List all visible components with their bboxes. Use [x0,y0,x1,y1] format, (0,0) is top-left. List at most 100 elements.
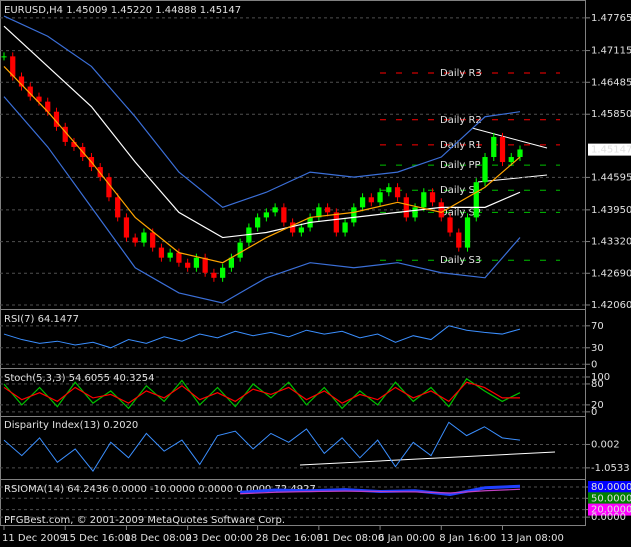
candle-body [106,177,112,198]
candle-body [237,242,243,258]
x-tick-label: 8 Jan 16:00 [439,533,496,544]
footer: PFGBest.com, © 2001-2009 MetaQuotes Soft… [4,515,285,526]
candle-body [53,111,60,127]
y-tick-label: 80.0000 [591,482,631,493]
panel-title: EURUSD,H4 1.45009 1.45220 1.44888 1.4514… [4,5,241,16]
candle-body [36,96,42,102]
candle-body [342,222,348,233]
candle-body [368,197,374,203]
candle-body [456,232,462,248]
y-tick-label: 20.0000 [591,505,631,516]
candle-body [281,207,287,223]
candle-body [412,207,418,218]
candle-body [324,207,331,213]
candle-body [386,187,392,193]
indicator-line [3,96,521,304]
trend-line [299,451,556,466]
candle-body [464,217,471,248]
pivot-label: Daily S2 [440,207,481,218]
candle-body [176,252,182,263]
candle-body [45,101,51,112]
y-tick-label: 0.002 [591,439,620,450]
y-tick-label: 1.47765 [591,13,631,24]
candle-body [185,262,191,268]
indicator-line [3,66,521,264]
y-tick-label: 1.43320 [591,237,631,248]
panel-title: Stoch(5,3,3) 54.6055 40.3254 [4,373,155,384]
candle-body [220,267,226,278]
y-tick-label: 70 [591,321,604,332]
indicator-line [3,377,521,410]
candle-body [141,232,147,243]
y-tick-label: 0 [591,407,597,418]
candle-body [473,182,479,218]
candle-body [228,257,235,268]
pivot-label: Daily R3 [440,68,482,79]
candle-body [421,192,427,208]
candle-body [255,217,261,228]
pivot-label: Daily S1 [440,185,481,196]
tick-box [588,492,631,505]
tick-box [588,481,631,494]
y-tick-label: -1.0533 [591,463,630,474]
y-tick-label: 30 [591,343,604,354]
y-tick-label: 1.44595 [591,172,631,183]
indicator-line [3,325,521,349]
candle-body [351,207,357,223]
indicator-line [240,488,521,495]
x-tick-label: 28 Dec 16:00 [256,533,323,544]
y-tick-label: 1.42690 [591,268,631,279]
candle-body [150,232,156,248]
candle-body [403,197,409,218]
candle-body [438,202,444,218]
frame [0,0,586,526]
candle-body [132,237,138,243]
pivot-label: Daily R2 [440,115,482,126]
candle-body [429,192,436,203]
pivot-label: Daily S3 [440,255,481,266]
candle-body [10,56,16,77]
x-tick-label: 31 Dec 08:00 [317,533,384,544]
candle-body [263,212,269,218]
candle-body [394,187,401,198]
candle-body [115,197,121,218]
indicator-line [3,25,521,239]
candle-body [272,207,278,213]
x-tick-label: 11 Dec 2009 [2,533,66,544]
x-tick-label: 23 Dec 00:00 [186,533,253,544]
indicator-line [3,421,521,472]
price-box [588,143,631,156]
candle-body [482,157,488,183]
candle-body [62,126,68,142]
candle-body [97,167,103,178]
pivot-label: Daily R1 [440,140,482,151]
candle-body [193,257,200,268]
candle-body [71,141,77,147]
tick-box [588,503,631,516]
candle-body [491,136,497,158]
panel-title: RSI(7) 64.1477 [4,314,79,325]
y-tick-label: 1.47115 [591,46,631,57]
y-tick-label: 50.0000 [591,493,631,504]
y-tick-label: 1.45850 [591,109,631,120]
y-tick-label: 80 [591,379,604,390]
candle-body [167,252,173,258]
panel-title: Disparity Index(13) 0.2020 [4,420,138,431]
candle-body [298,227,304,233]
candle-body [27,86,33,97]
candle-body [123,217,130,238]
y-tick-label: 20 [591,400,604,411]
x-tick-label: 18 Dec 08:00 [124,533,191,544]
x-tick-label: 6 Jan 00:00 [378,533,435,544]
panel-title: RSIOMA(14) 64.2436 0.0000 -10.0000 0.000… [4,484,316,495]
candle-body [333,212,339,233]
candle-body [1,56,7,58]
y-tick-label: 1.43950 [591,205,631,216]
x-tick-label: 15 Dec 16:00 [63,533,130,544]
candle-body [158,247,165,258]
candle-body [316,207,322,218]
candle-body [359,197,366,208]
candle-body [499,136,506,163]
trend-line [477,174,548,183]
candle-body [211,272,217,278]
